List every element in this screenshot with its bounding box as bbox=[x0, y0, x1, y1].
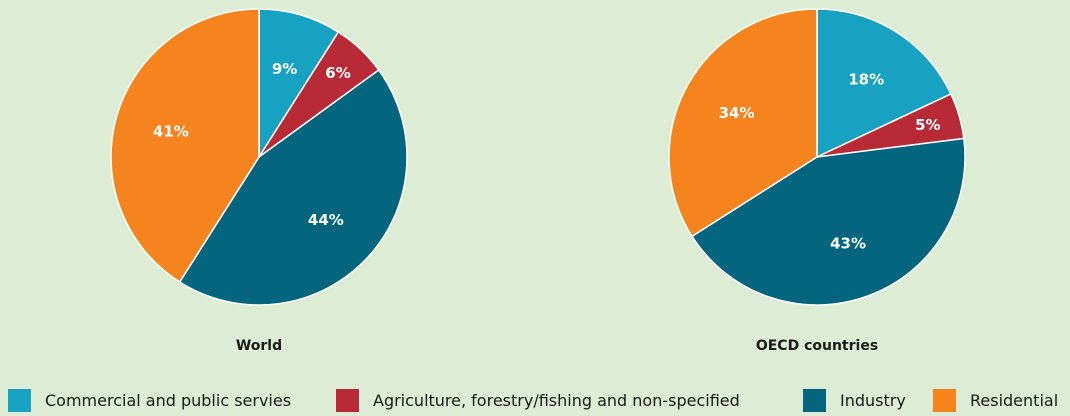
legend-item-2: Industry bbox=[803, 385, 906, 416]
pie-slice-0-3 bbox=[110, 8, 260, 283]
legend-item-3: Residential bbox=[933, 385, 1058, 416]
legend-swatch-2 bbox=[803, 389, 826, 412]
slice-label-1-3: 34% bbox=[719, 104, 755, 122]
pie-title-0: World bbox=[236, 338, 282, 354]
legend-label-3: Residential bbox=[970, 391, 1059, 410]
pie-slice-1-2 bbox=[691, 137, 966, 306]
legend-label-2: Industry bbox=[840, 391, 906, 410]
pie-slice-1-3 bbox=[668, 8, 818, 238]
chart-legend: Commercial and public servies Agriculture… bbox=[0, 385, 1070, 416]
legend-swatch-0 bbox=[8, 389, 31, 412]
pie-slice-0-2 bbox=[178, 68, 408, 306]
pie-slice-1-0 bbox=[816, 8, 952, 159]
legend-item-1: Agriculture, forestry/fishing and non-sp… bbox=[336, 385, 740, 416]
slice-label-1-2: 43% bbox=[830, 234, 866, 252]
slice-label-0-2: 44% bbox=[308, 211, 344, 229]
legend-item-0: Commercial and public servies bbox=[8, 385, 291, 416]
slice-label-0-3: 41% bbox=[153, 122, 189, 140]
legend-label-1: Agriculture, forestry/fishing and non-sp… bbox=[373, 391, 740, 410]
legend-swatch-1 bbox=[336, 389, 359, 412]
legend-label-0: Commercial and public servies bbox=[45, 391, 292, 410]
slice-label-0-1: 6% bbox=[325, 64, 350, 82]
legend-swatch-3 bbox=[933, 389, 956, 412]
pie-title-1: OECD countries bbox=[756, 338, 878, 354]
slice-label-0-0: 9% bbox=[272, 60, 297, 78]
slice-label-1-1: 5% bbox=[915, 116, 940, 134]
pie-slice-0-0 bbox=[258, 8, 340, 160]
slice-label-1-0: 18% bbox=[848, 71, 884, 89]
